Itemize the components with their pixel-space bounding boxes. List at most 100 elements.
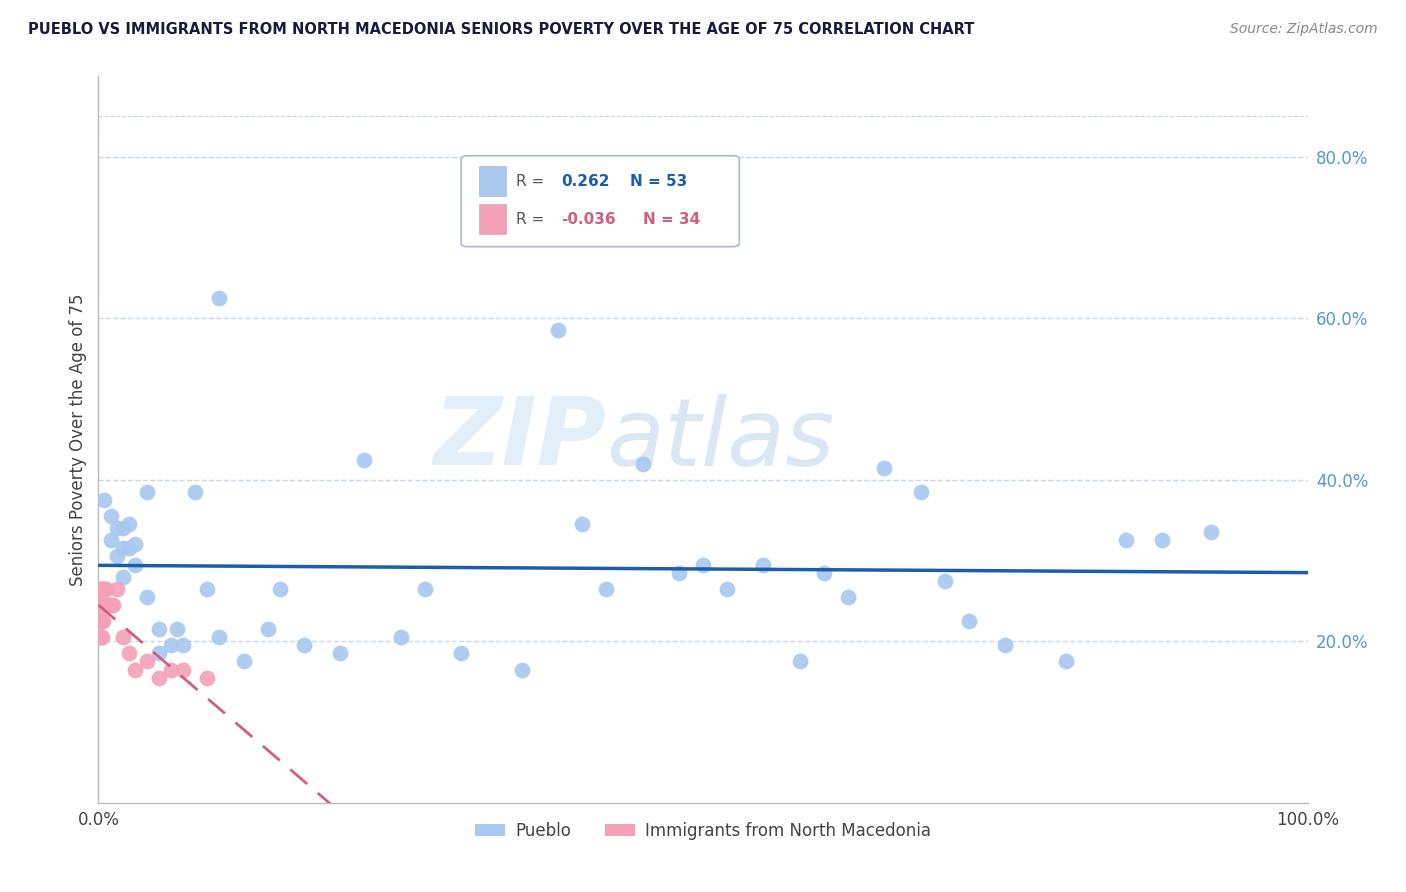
Point	[124, 663, 146, 677]
Point	[93, 582, 115, 596]
Text: Source: ZipAtlas.com: Source: ZipAtlas.com	[1230, 22, 1378, 37]
Point	[1199, 525, 1222, 540]
Point	[547, 323, 569, 337]
Point	[692, 558, 714, 572]
Point	[91, 582, 114, 596]
Point	[789, 655, 811, 669]
Point	[100, 598, 122, 612]
Point	[105, 549, 128, 564]
Point	[595, 582, 617, 596]
Point	[135, 590, 157, 604]
Point	[957, 614, 980, 628]
Point	[100, 533, 122, 548]
Text: R =: R =	[516, 211, 548, 227]
Point	[100, 509, 122, 524]
Point	[353, 452, 375, 467]
Point	[91, 598, 114, 612]
Point	[94, 598, 117, 612]
Point	[413, 582, 436, 596]
Point	[118, 646, 141, 660]
Point	[1115, 533, 1137, 548]
Text: N = 34: N = 34	[643, 211, 700, 227]
Point	[232, 655, 254, 669]
Legend: Pueblo, Immigrants from North Macedonia: Pueblo, Immigrants from North Macedonia	[468, 815, 938, 847]
Point	[631, 457, 654, 471]
Point	[111, 521, 134, 535]
Point	[135, 484, 157, 499]
Point	[90, 614, 112, 628]
Point	[668, 566, 690, 580]
Point	[101, 598, 124, 612]
Point	[90, 582, 112, 596]
FancyBboxPatch shape	[461, 156, 740, 247]
Point	[111, 541, 134, 556]
Point	[208, 291, 231, 305]
Text: R =: R =	[516, 174, 548, 189]
Point	[91, 614, 114, 628]
Point	[910, 484, 932, 499]
Point	[111, 569, 134, 583]
Point	[184, 484, 207, 499]
Point	[389, 630, 412, 644]
Point	[813, 566, 835, 580]
Point	[89, 630, 111, 644]
Text: -0.036: -0.036	[561, 211, 616, 227]
Y-axis label: Seniors Poverty Over the Age of 75: Seniors Poverty Over the Age of 75	[69, 293, 87, 585]
Point	[160, 638, 183, 652]
Point	[118, 517, 141, 532]
Point	[90, 598, 112, 612]
Point	[837, 590, 859, 604]
Point	[873, 460, 896, 475]
Point	[96, 598, 118, 612]
Point	[89, 614, 111, 628]
Point	[87, 598, 110, 612]
Point	[172, 663, 194, 677]
Point	[716, 582, 738, 596]
Point	[160, 663, 183, 677]
Point	[329, 646, 352, 660]
Point	[91, 582, 114, 596]
Point	[292, 638, 315, 652]
Point	[195, 671, 218, 685]
Point	[1054, 655, 1077, 669]
Point	[105, 582, 128, 596]
Point	[994, 638, 1017, 652]
Point	[91, 630, 114, 644]
Point	[148, 622, 170, 636]
Point	[510, 663, 533, 677]
Text: 0.262: 0.262	[561, 174, 610, 189]
Point	[148, 671, 170, 685]
Point	[571, 517, 593, 532]
Point	[1152, 533, 1174, 548]
Point	[124, 558, 146, 572]
Point	[148, 646, 170, 660]
Point	[208, 630, 231, 644]
Point	[124, 537, 146, 551]
Point	[256, 622, 278, 636]
Point	[934, 574, 956, 588]
FancyBboxPatch shape	[479, 166, 506, 196]
Point	[111, 630, 134, 644]
Point	[98, 598, 121, 612]
Text: N = 53: N = 53	[630, 174, 688, 189]
Point	[118, 541, 141, 556]
Point	[91, 598, 114, 612]
Point	[135, 655, 157, 669]
Point	[450, 646, 472, 660]
Point	[89, 598, 111, 612]
FancyBboxPatch shape	[479, 203, 506, 235]
Point	[166, 622, 188, 636]
Point	[90, 630, 112, 644]
Point	[91, 614, 114, 628]
Point	[87, 582, 110, 596]
Text: ZIP: ZIP	[433, 393, 606, 485]
Point	[269, 582, 291, 596]
Point	[97, 598, 120, 612]
Text: PUEBLO VS IMMIGRANTS FROM NORTH MACEDONIA SENIORS POVERTY OVER THE AGE OF 75 COR: PUEBLO VS IMMIGRANTS FROM NORTH MACEDONI…	[28, 22, 974, 37]
Point	[752, 558, 775, 572]
Point	[105, 521, 128, 535]
Point	[93, 598, 115, 612]
Point	[172, 638, 194, 652]
Text: atlas: atlas	[606, 393, 835, 485]
Point	[93, 492, 115, 507]
